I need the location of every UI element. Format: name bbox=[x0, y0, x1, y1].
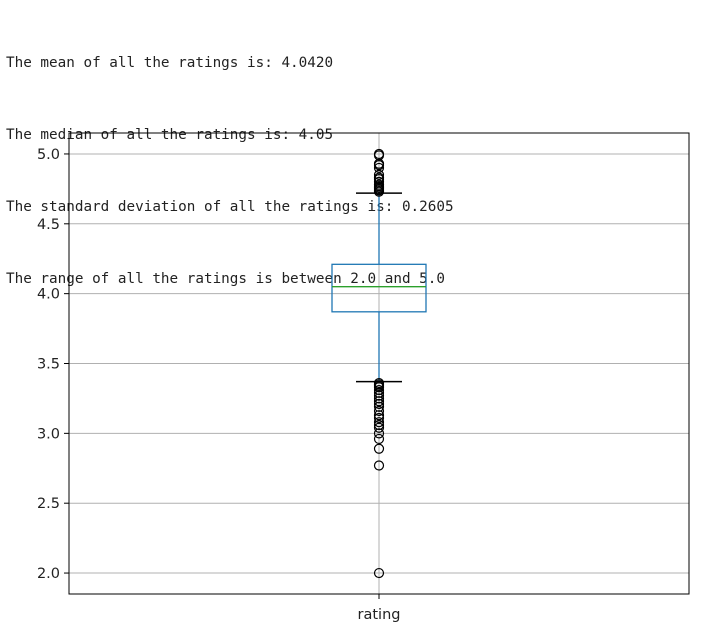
outlier-point-14 bbox=[373, 393, 385, 404]
outlier-point-12 bbox=[373, 398, 385, 410]
outlier-point-16 bbox=[373, 387, 385, 398]
outlier-point-8 bbox=[373, 412, 385, 424]
outlier-point-31 bbox=[373, 169, 385, 181]
outlier-point-3 bbox=[373, 433, 385, 445]
y-tick-label-6: 5.0 bbox=[37, 147, 60, 163]
plot-frame bbox=[68, 132, 690, 595]
box-0 bbox=[331, 263, 427, 313]
y-tick-label-5: 4.5 bbox=[37, 217, 60, 233]
outlier-point-27 bbox=[373, 179, 385, 190]
y-tick-label-3: 3.5 bbox=[37, 357, 60, 373]
outlier-point-30 bbox=[373, 172, 385, 183]
x-tick-label-0: rating bbox=[358, 607, 401, 623]
outlier-point-21 bbox=[373, 377, 385, 389]
output-line-mean: The mean of all the ratings is: 4.0420 bbox=[6, 55, 334, 71]
output-line-median: The median of all the ratings is: 4.05 bbox=[6, 127, 334, 143]
output-line-std: The standard deviation of all the rating… bbox=[6, 199, 454, 215]
outlier-point-1 bbox=[373, 460, 385, 471]
outlier-point-15 bbox=[373, 390, 385, 401]
output-text: The mean of all the ratings is: 4.0420 T… bbox=[6, 3, 454, 315]
y-tick-label-0: 2.0 bbox=[37, 566, 60, 582]
outlier-point-34 bbox=[373, 158, 385, 169]
y-tick-label-1: 2.5 bbox=[37, 496, 60, 512]
y-tick-label-4: 4.0 bbox=[37, 287, 60, 303]
outlier-point-10 bbox=[373, 405, 385, 417]
y-tick-label-2: 3.0 bbox=[37, 426, 60, 442]
outlier-point-5 bbox=[373, 422, 385, 433]
outlier-point-13 bbox=[373, 396, 385, 407]
outlier-point-4 bbox=[373, 428, 385, 439]
output-line-range: The range of all the ratings is between … bbox=[6, 271, 445, 287]
outlier-point-32 bbox=[373, 162, 385, 174]
outlier-point-7 bbox=[373, 417, 385, 428]
outlier-point-0 bbox=[373, 567, 385, 579]
outlier-point-6 bbox=[373, 419, 385, 431]
outlier-point-2 bbox=[373, 443, 385, 454]
outlier-point-9 bbox=[373, 410, 385, 421]
outlier-point-11 bbox=[373, 401, 385, 412]
outlier-point-17 bbox=[373, 384, 385, 396]
outlier-point-28 bbox=[373, 176, 385, 187]
outlier-point-36 bbox=[373, 148, 385, 160]
